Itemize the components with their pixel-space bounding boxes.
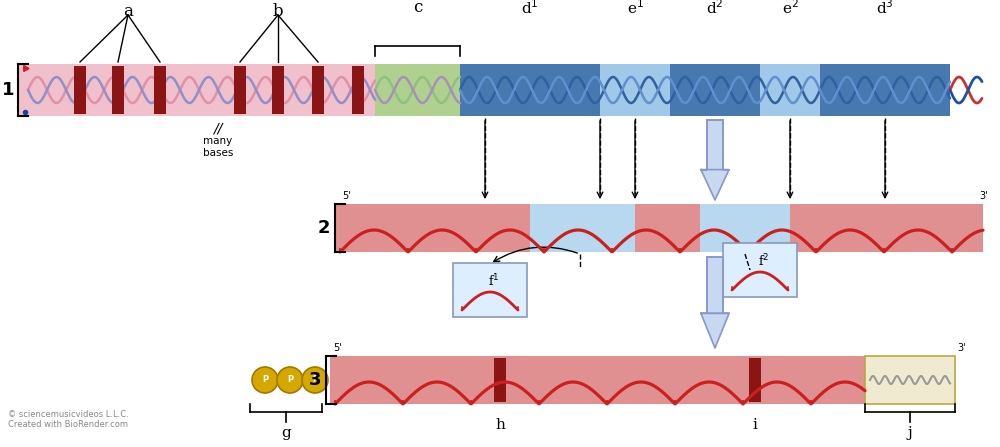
Text: 2: 2 [318, 219, 330, 237]
Bar [670, 64, 760, 116]
Bar [600, 64, 670, 116]
Polygon shape [701, 169, 729, 200]
Bar [530, 204, 635, 252]
Text: many
bases: many bases [203, 136, 233, 158]
Text: 3': 3' [979, 191, 988, 201]
Bar [820, 64, 950, 116]
Text: d$^3$: d$^3$ [876, 0, 894, 17]
Bar [950, 64, 982, 116]
Text: j: j [908, 426, 912, 440]
Circle shape [302, 367, 328, 393]
Bar [352, 66, 364, 114]
Bar [154, 66, 166, 114]
Text: 3: 3 [309, 371, 321, 389]
Text: i: i [753, 418, 757, 432]
Bar [330, 356, 865, 404]
Text: g: g [281, 426, 291, 440]
Bar [494, 358, 506, 402]
Text: 1: 1 [2, 81, 14, 99]
Bar [112, 66, 124, 114]
Bar [760, 64, 820, 116]
FancyBboxPatch shape [453, 263, 527, 317]
Bar [375, 64, 460, 116]
Text: 5': 5' [333, 343, 342, 353]
Text: e$^2$: e$^2$ [782, 0, 798, 17]
Bar [18, 64, 375, 116]
Bar [74, 66, 86, 114]
Bar [234, 66, 246, 114]
FancyBboxPatch shape [707, 257, 723, 313]
Text: 5': 5' [342, 191, 351, 201]
Text: d$^1$: d$^1$ [521, 0, 539, 17]
Text: h: h [495, 418, 505, 432]
Text: e$^1$: e$^1$ [627, 0, 643, 17]
Polygon shape [701, 313, 729, 348]
Bar [312, 66, 324, 114]
Bar [460, 64, 600, 116]
Circle shape [277, 367, 303, 393]
FancyBboxPatch shape [723, 243, 797, 297]
Text: //: // [213, 121, 223, 135]
Text: P: P [287, 375, 293, 384]
Bar [700, 204, 790, 252]
Text: P: P [262, 375, 268, 384]
Bar [335, 204, 983, 252]
Text: f$^2$: f$^2$ [758, 253, 770, 270]
Text: © sciencemusicvideos L.L.C.
Created with BioRender.com: © sciencemusicvideos L.L.C. Created with… [8, 410, 129, 430]
Text: d$^2$: d$^2$ [706, 0, 724, 17]
FancyBboxPatch shape [865, 356, 955, 404]
Bar [749, 358, 761, 402]
Text: 3': 3' [957, 343, 966, 353]
Bar [272, 66, 284, 114]
Text: P: P [312, 375, 318, 384]
FancyBboxPatch shape [707, 120, 723, 169]
Circle shape [252, 367, 278, 393]
Text: b: b [273, 4, 283, 21]
Text: f$^1$: f$^1$ [488, 273, 500, 290]
Text: c: c [413, 0, 422, 17]
Text: a: a [123, 4, 133, 21]
